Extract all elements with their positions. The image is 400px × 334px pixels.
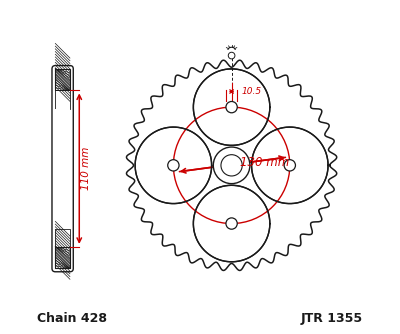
Circle shape: [168, 160, 179, 171]
Circle shape: [284, 160, 296, 171]
Text: 110 mm: 110 mm: [81, 147, 91, 190]
Circle shape: [221, 155, 242, 176]
Circle shape: [226, 102, 237, 113]
Text: 10.5: 10.5: [241, 87, 261, 96]
Text: 130 mm: 130 mm: [240, 156, 289, 169]
Bar: [55, 91, 70, 109]
FancyBboxPatch shape: [52, 65, 73, 272]
Circle shape: [252, 127, 328, 204]
Circle shape: [226, 218, 237, 229]
Circle shape: [213, 147, 250, 184]
Circle shape: [228, 52, 235, 59]
Text: JTR 1355: JTR 1355: [301, 312, 363, 325]
Bar: [55, 228, 70, 247]
Bar: [55, 69, 70, 91]
Circle shape: [135, 127, 212, 204]
Text: Chain 428: Chain 428: [37, 312, 107, 325]
Circle shape: [193, 69, 270, 145]
Bar: [55, 109, 70, 228]
Bar: [55, 247, 70, 269]
Circle shape: [193, 185, 270, 262]
